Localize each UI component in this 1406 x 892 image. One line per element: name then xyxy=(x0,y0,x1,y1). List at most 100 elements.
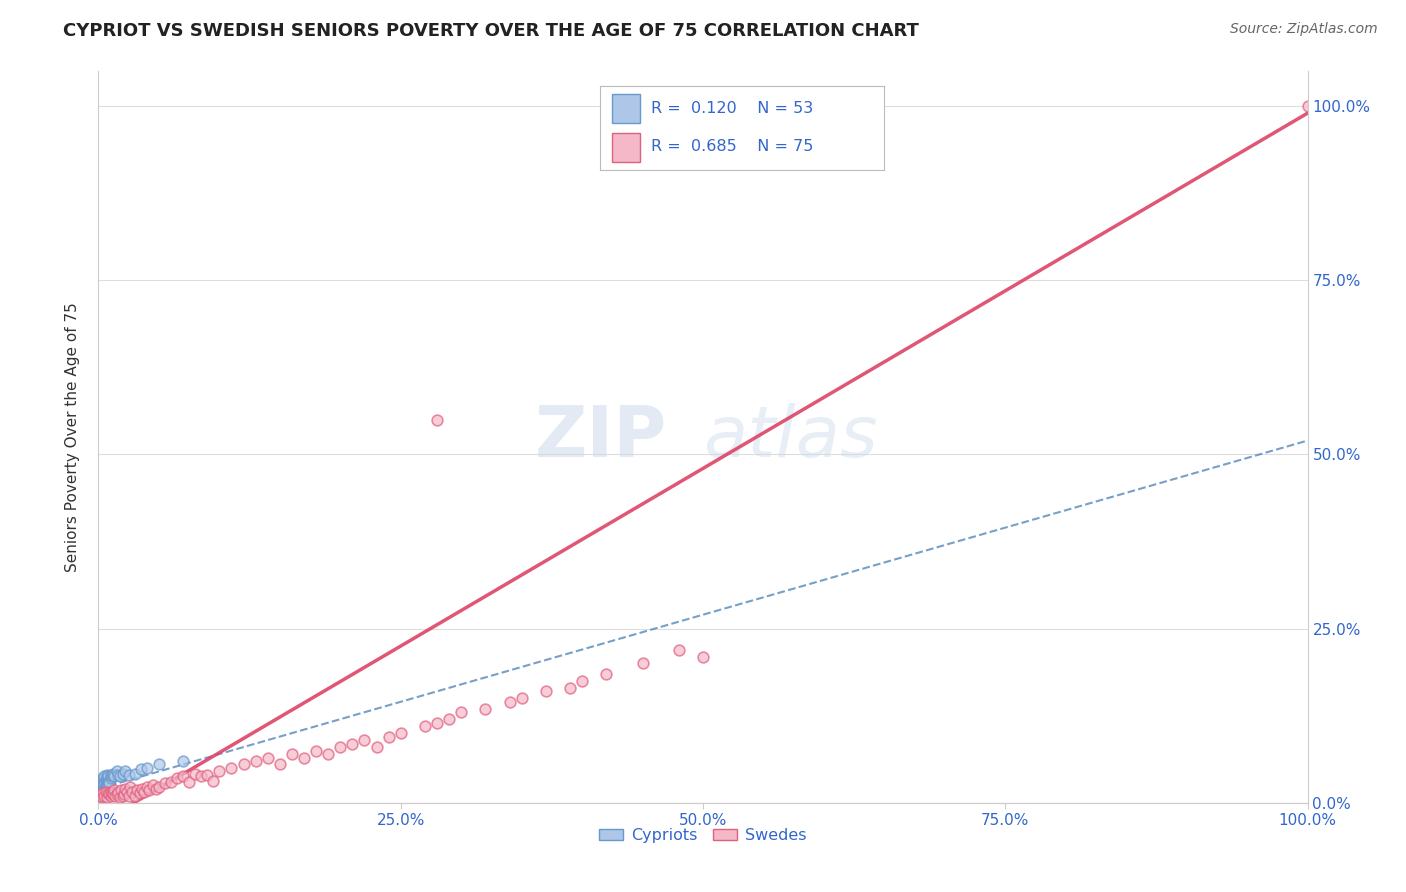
Y-axis label: Seniors Poverty Over the Age of 75: Seniors Poverty Over the Age of 75 xyxy=(65,302,80,572)
Point xyxy=(111,766,134,780)
Point xyxy=(292,750,315,764)
Text: Source: ZipAtlas.com: Source: ZipAtlas.com xyxy=(1230,22,1378,37)
Point xyxy=(128,786,150,800)
Point xyxy=(558,681,581,695)
Point xyxy=(94,778,117,792)
Point xyxy=(108,769,131,783)
Point xyxy=(93,783,115,797)
Point xyxy=(631,657,654,671)
Point xyxy=(135,761,157,775)
Point xyxy=(100,789,122,803)
Point xyxy=(104,789,127,803)
Point xyxy=(91,781,114,796)
Point xyxy=(668,642,690,657)
Point xyxy=(91,776,114,790)
Point xyxy=(426,715,449,730)
Point xyxy=(221,761,243,775)
Point xyxy=(91,778,114,792)
Point xyxy=(90,788,112,802)
Point xyxy=(89,778,111,792)
Point xyxy=(101,766,124,780)
Point xyxy=(655,99,678,113)
Text: CYPRIOT VS SWEDISH SENIORS POVERTY OVER THE AGE OF 75 CORRELATION CHART: CYPRIOT VS SWEDISH SENIORS POVERTY OVER … xyxy=(63,22,920,40)
Point xyxy=(184,766,207,780)
Text: ZIP: ZIP xyxy=(534,402,666,472)
Point xyxy=(91,782,114,797)
Point xyxy=(91,780,114,795)
Point xyxy=(114,764,136,779)
Point xyxy=(89,781,111,796)
Point xyxy=(305,743,328,757)
Point xyxy=(153,776,176,790)
Legend: Cypriots, Swedes: Cypriots, Swedes xyxy=(593,822,813,850)
Point xyxy=(437,712,460,726)
Point xyxy=(90,788,112,802)
Point xyxy=(190,769,212,783)
Point xyxy=(342,737,364,751)
Point xyxy=(90,776,112,790)
Point xyxy=(121,785,143,799)
Point xyxy=(195,768,218,782)
Point xyxy=(91,778,114,792)
Point xyxy=(98,776,121,790)
Point xyxy=(389,726,412,740)
Point xyxy=(426,412,449,426)
Point xyxy=(232,757,254,772)
Point xyxy=(97,786,120,800)
Point xyxy=(281,747,304,761)
Point xyxy=(98,788,121,802)
Point xyxy=(100,785,122,799)
Point xyxy=(91,775,114,789)
Point xyxy=(692,649,714,664)
Point xyxy=(135,780,157,795)
Point xyxy=(450,705,472,719)
Point xyxy=(366,740,388,755)
Point xyxy=(134,785,156,799)
Point xyxy=(245,754,267,768)
Point xyxy=(129,763,152,777)
Point xyxy=(97,775,120,789)
Point xyxy=(118,780,141,795)
Point xyxy=(202,773,225,788)
Point xyxy=(100,769,122,783)
Point xyxy=(103,783,125,797)
Point xyxy=(96,776,118,790)
Point xyxy=(498,695,520,709)
Point xyxy=(100,786,122,800)
Point xyxy=(105,764,128,779)
Point xyxy=(107,785,129,799)
Point xyxy=(131,781,153,796)
Point xyxy=(118,789,141,803)
Point xyxy=(91,786,114,800)
Point xyxy=(94,781,117,796)
Point xyxy=(94,785,117,799)
Point xyxy=(91,785,114,799)
Point xyxy=(172,754,194,768)
Point xyxy=(90,789,112,803)
Point xyxy=(93,769,115,783)
Point xyxy=(90,780,112,795)
Point xyxy=(329,740,352,755)
Point xyxy=(100,772,122,786)
Point xyxy=(413,719,436,733)
Point xyxy=(117,785,139,799)
Point xyxy=(101,788,124,802)
Point xyxy=(98,773,121,788)
Point xyxy=(166,772,188,786)
Point xyxy=(94,773,117,788)
Point xyxy=(571,673,593,688)
Point xyxy=(112,788,135,802)
Point xyxy=(93,789,115,803)
Point xyxy=(89,785,111,799)
Point xyxy=(114,781,136,796)
Point xyxy=(96,768,118,782)
Point xyxy=(110,783,132,797)
Point xyxy=(148,757,170,772)
Point xyxy=(269,757,291,772)
Point xyxy=(91,790,114,805)
Point xyxy=(107,768,129,782)
Point xyxy=(142,778,165,792)
Point xyxy=(93,775,115,789)
Point xyxy=(510,691,533,706)
Point xyxy=(90,783,112,797)
